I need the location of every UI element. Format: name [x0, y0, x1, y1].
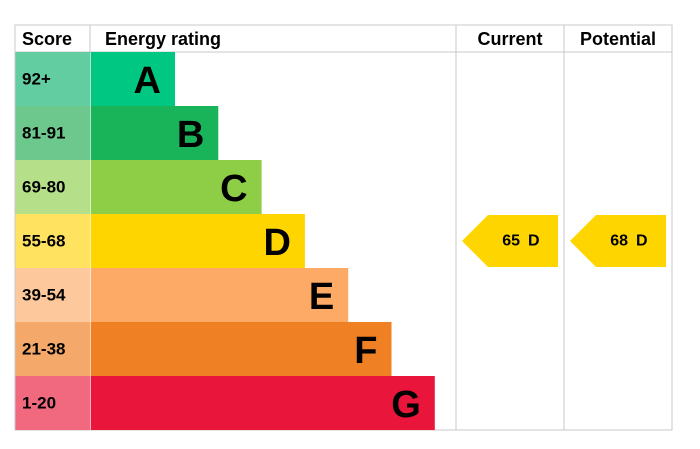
rating-letter: G: [391, 384, 421, 426]
arrow-letter: D: [636, 233, 648, 250]
arrow-value: 68: [610, 233, 628, 250]
score-label: 69-80: [22, 178, 65, 197]
rating-letter: C: [220, 168, 247, 210]
header-rating: Energy rating: [105, 29, 221, 49]
score-cell: [15, 160, 91, 214]
rating-bar: [91, 268, 349, 322]
arrow-value: 65: [502, 233, 520, 250]
score-label: 1-20: [22, 394, 56, 413]
rating-letter: F: [354, 330, 377, 372]
header-score: Score: [22, 29, 72, 49]
score-cell: [15, 322, 91, 376]
rating-arrow: [570, 215, 666, 267]
score-label: 81-91: [22, 124, 65, 143]
header-current: Current: [477, 29, 542, 49]
score-label: 55-68: [22, 232, 65, 251]
rating-arrow: [462, 215, 558, 267]
header-potential: Potential: [580, 29, 656, 49]
rating-letter: D: [263, 222, 290, 264]
score-cell: [15, 106, 91, 160]
score-label: 92+: [22, 70, 51, 89]
rating-bar: [91, 52, 175, 106]
rating-bar: [91, 322, 392, 376]
rating-bar: [91, 214, 305, 268]
score-label: 39-54: [22, 286, 66, 305]
rating-letter: E: [309, 276, 334, 318]
score-cell: [15, 376, 91, 430]
score-cell: [15, 268, 91, 322]
rating-bar: [91, 106, 219, 160]
score-label: 21-38: [22, 340, 65, 359]
rating-letter: B: [177, 114, 204, 156]
score-cell: [15, 52, 91, 106]
score-cell: [15, 214, 91, 268]
rating-bar: [91, 376, 435, 430]
rating-bar: [91, 160, 262, 214]
arrow-letter: D: [528, 233, 540, 250]
rating-letter: A: [134, 60, 161, 102]
